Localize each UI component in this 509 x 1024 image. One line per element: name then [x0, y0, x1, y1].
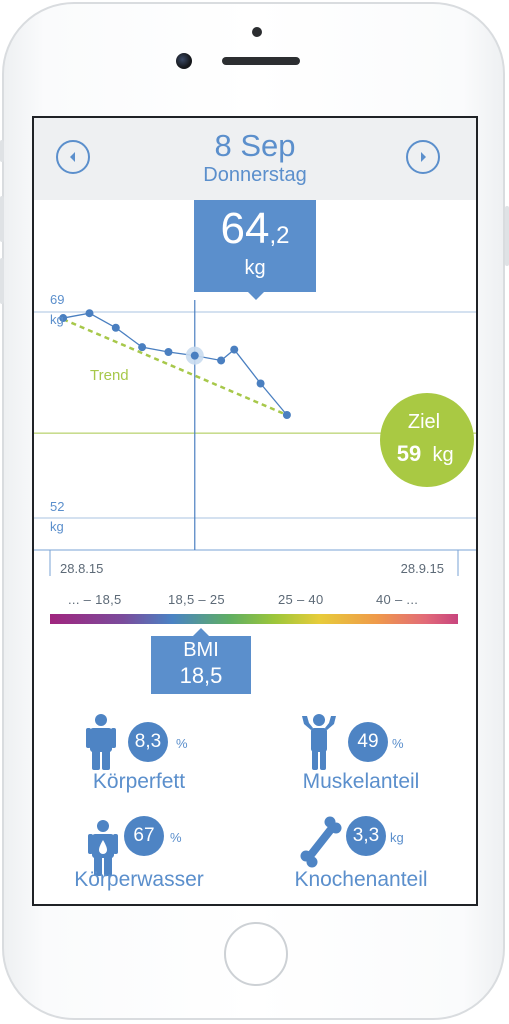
chevron-left-icon — [70, 152, 75, 162]
next-day-button[interactable] — [406, 140, 440, 174]
data-point — [282, 411, 291, 419]
y-top-unit: kg — [50, 312, 64, 327]
weight-chart: 69 kg 52 kg Trend Ziel 59 kg 28.8.15 28.… — [34, 292, 476, 576]
data-point — [85, 309, 94, 318]
goal-badge: Ziel 59 kg — [380, 393, 474, 487]
sensor-dot — [252, 27, 262, 37]
weight-unit: kg — [244, 257, 266, 279]
data-point — [59, 314, 68, 323]
bone-label: Knochenanteil — [294, 868, 428, 891]
body-fat-value: 8,3 — [128, 722, 168, 762]
body-water-icon — [88, 820, 118, 876]
date-header: 8 Sep Donnerstag — [34, 118, 476, 200]
goal-value: 59 — [397, 441, 421, 466]
data-point — [190, 351, 199, 360]
volume-up-button — [0, 196, 4, 242]
data-point — [230, 345, 239, 354]
earpiece-speaker — [222, 57, 300, 65]
bone-icon — [300, 816, 342, 868]
weight-whole: 64 — [220, 204, 270, 253]
data-point — [217, 356, 226, 365]
chevron-right-icon — [421, 152, 426, 162]
weight-pointer — [248, 292, 264, 300]
goal-unit: kg — [432, 444, 453, 466]
trend-label: Trend — [90, 367, 129, 384]
bmi-value: 18,5 — [179, 663, 223, 688]
body-water-value: 67 — [124, 816, 164, 856]
goal-label: Ziel — [408, 411, 440, 433]
body-fat-label: Körperfett — [92, 770, 186, 793]
bmi-pointer — [193, 628, 209, 636]
x-end-date: 28.9.15 — [401, 561, 444, 576]
bmi-range-1: ... – 18,5 — [68, 592, 122, 607]
body-water-unit: % — [170, 830, 182, 845]
current-weight-box: 64,2 kg — [194, 200, 316, 292]
bone-unit: kg — [390, 830, 404, 845]
bmi-box: BMI 18,5 — [151, 636, 251, 694]
weekday-label: Donnerstag — [203, 164, 307, 186]
weight-series-line — [63, 312, 288, 416]
body-fat-icon — [86, 714, 116, 770]
data-point — [256, 379, 265, 388]
y-bottom-value: 52 — [50, 499, 64, 514]
app-screen: 8 Sep Donnerstag 69 kg 52 kg Trend Ziel … — [32, 116, 478, 906]
body-water-label: Körperwasser — [74, 868, 204, 891]
bmi-range-4: 40 – ... — [376, 592, 419, 607]
goal-circle — [380, 393, 474, 487]
bmi-scale-bar — [50, 614, 458, 624]
trend-line — [62, 318, 288, 417]
body-fat-unit: % — [176, 736, 188, 751]
front-camera — [176, 53, 192, 69]
home-button[interactable] — [224, 922, 288, 986]
muscle-unit: % — [392, 736, 404, 751]
y-top-value: 69 — [50, 292, 64, 307]
muscle-label: Muskelanteil — [302, 770, 420, 793]
bmi-range-2: 18,5 – 25 — [168, 592, 225, 607]
muscle-value: 49 — [348, 722, 388, 762]
mute-switch — [0, 140, 4, 162]
muscle-icon — [302, 714, 336, 770]
volume-down-button — [0, 258, 4, 304]
power-button — [505, 206, 509, 266]
x-start-date: 28.8.15 — [60, 561, 103, 576]
date-title: 8 Sep — [214, 128, 296, 163]
bmi-range-3: 25 – 40 — [278, 592, 324, 607]
data-point — [138, 343, 147, 352]
data-point — [164, 347, 173, 356]
bmi-label: BMI — [183, 639, 219, 661]
y-bottom-unit: kg — [50, 519, 64, 534]
bone-value: 3,3 — [346, 816, 386, 856]
prev-day-button[interactable] — [56, 140, 90, 174]
data-point — [111, 323, 120, 332]
weight-decimal: ,2 — [269, 222, 290, 249]
